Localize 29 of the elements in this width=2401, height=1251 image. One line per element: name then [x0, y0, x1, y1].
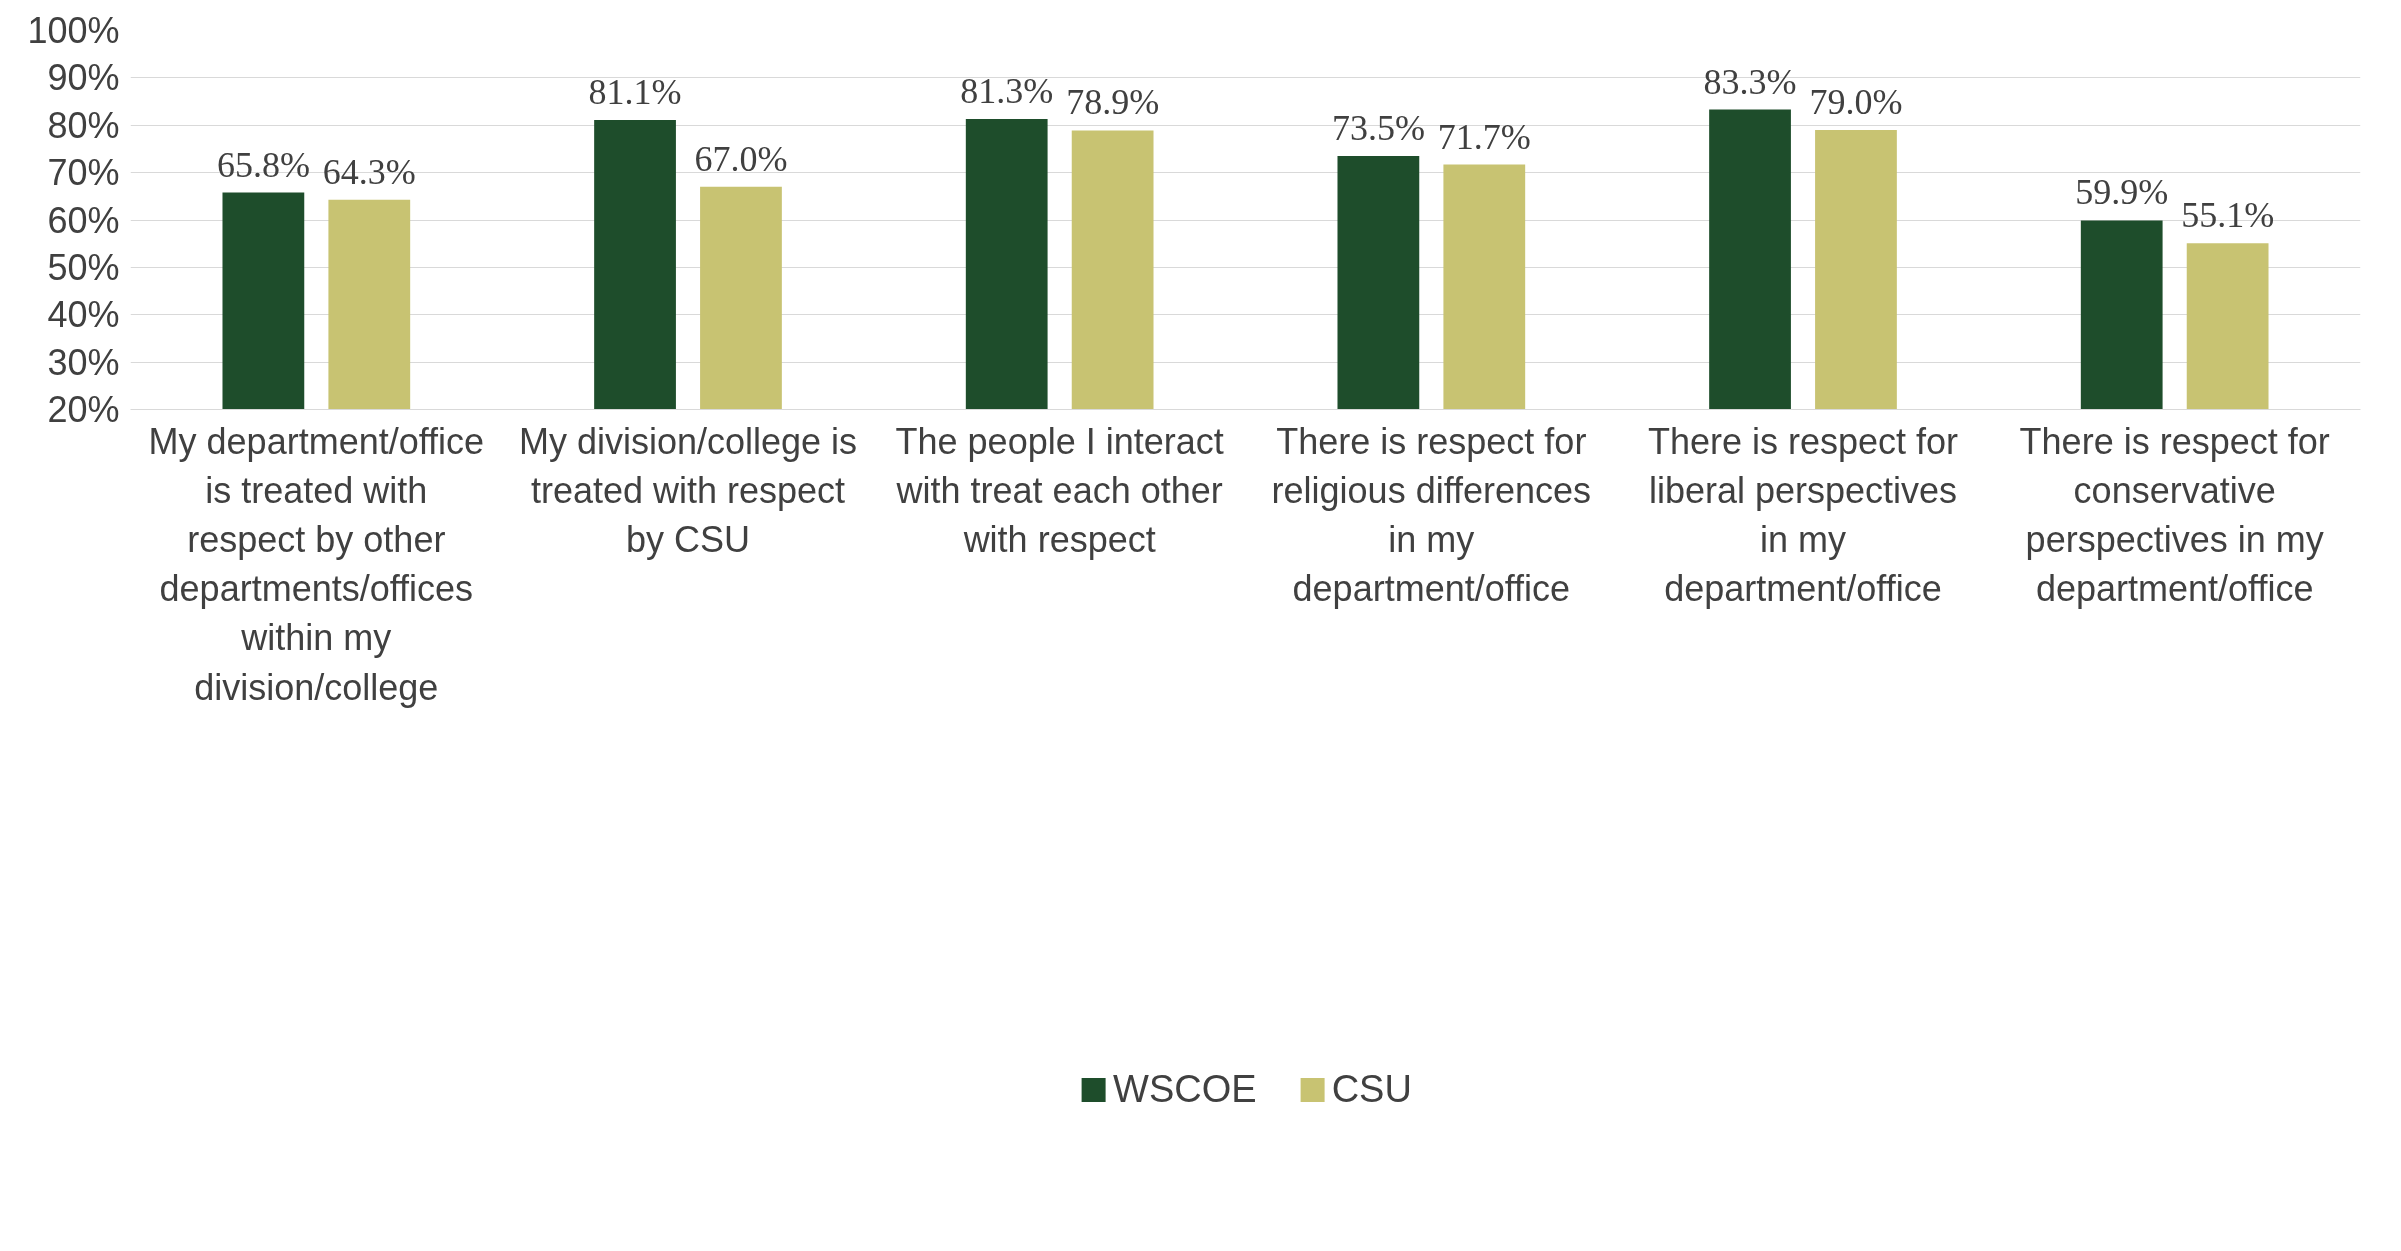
x-tick-label: There is respect for religious differences in my department/office: [1271, 420, 1592, 610]
text: 55.1%: [2181, 195, 2275, 236]
y-tick-label: 20%: [47, 389, 120, 430]
text: 81.1%: [588, 72, 682, 113]
y-tick-label: 50%: [47, 246, 120, 288]
text: 78.9%: [1066, 82, 1160, 123]
text: 73.5%: [1331, 108, 1425, 149]
text: 67.0%: [694, 138, 788, 179]
y-tick-label: 70%: [47, 152, 120, 194]
x-tick-label: There is respect for liberal perspectives in my department/office: [1647, 420, 1959, 610]
legend-label: CSU: [1331, 1067, 1412, 1111]
legend-label: WSCOE: [1113, 1067, 1257, 1111]
y-tick-label: 60%: [47, 199, 120, 241]
x-tick-label: The people I interact with treat each other with respect: [895, 420, 1224, 560]
text: 83.3%: [1703, 61, 1797, 102]
y-tick-label: 80%: [47, 104, 120, 146]
y-tick-label: 90%: [47, 57, 120, 99]
x-tick-label: There is respect for conservative perspectives in my department/office: [2019, 420, 2330, 610]
text: 59.9%: [2075, 172, 2169, 213]
text: 71.7%: [1437, 116, 1531, 157]
text: 79.0%: [1809, 81, 1903, 122]
text: 81.3%: [960, 71, 1054, 112]
y-tick-label: 100%: [27, 10, 120, 51]
text: 65.8%: [216, 144, 310, 185]
text: 64.3%: [322, 151, 416, 192]
y-tick-label: 30%: [47, 341, 120, 383]
x-tick-label: My division/college is treated with respect by CSU: [518, 420, 858, 560]
y-tick-label: 40%: [47, 294, 120, 336]
x-tick-label: My department/office is treated with respect by other departments/offices within my division/college: [148, 420, 485, 708]
